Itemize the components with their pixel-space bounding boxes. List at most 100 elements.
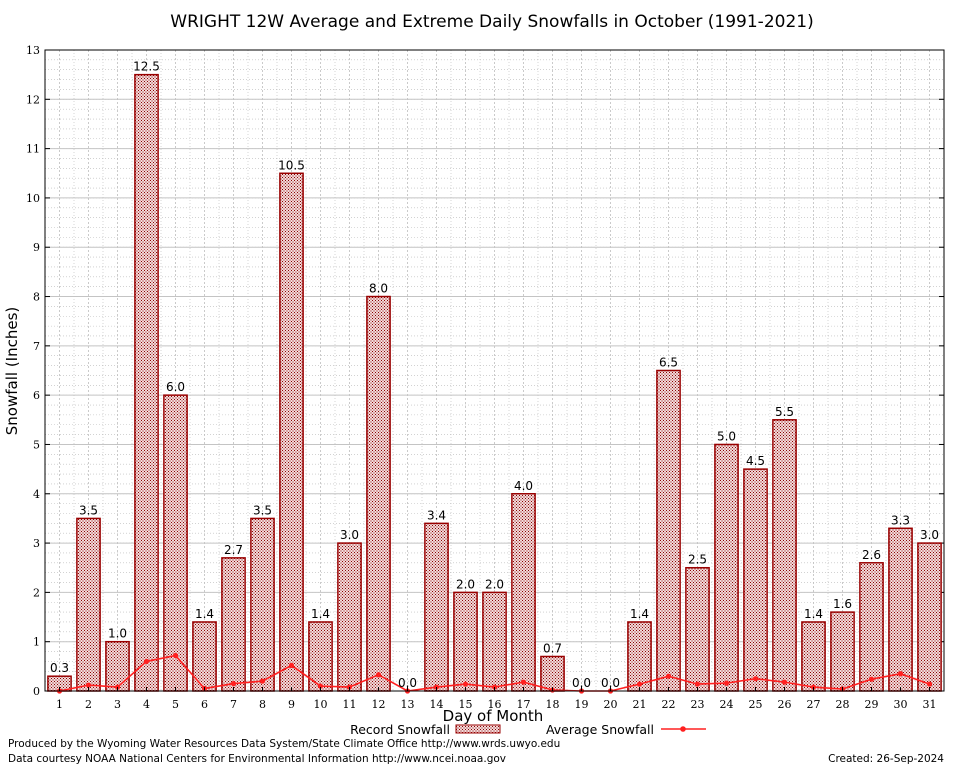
bar-value-label: 8.0 xyxy=(369,282,388,296)
record-bar xyxy=(917,542,942,692)
record-bar xyxy=(134,73,159,692)
record-bar xyxy=(801,621,826,692)
record-bar xyxy=(656,369,681,692)
average-point xyxy=(868,676,875,682)
bar-value-label: 0.0 xyxy=(601,676,620,690)
record-bar xyxy=(76,517,101,692)
record-bar xyxy=(424,522,449,692)
y-axis-label: Snowfall (Inches) xyxy=(3,307,21,435)
y-tick-label: 2 xyxy=(33,586,40,599)
x-tick-label: 21 xyxy=(633,698,647,711)
average-point xyxy=(172,652,179,659)
y-tick-label: 11 xyxy=(26,143,40,156)
x-tick-label: 14 xyxy=(430,698,444,711)
average-point xyxy=(926,681,933,687)
y-tick-label: 1 xyxy=(33,636,40,649)
record-bar xyxy=(743,468,768,692)
y-tick-label: 13 xyxy=(26,44,40,57)
record-bar xyxy=(482,591,507,692)
bar-value-label: 5.5 xyxy=(775,405,794,419)
x-tick-label: 24 xyxy=(720,698,734,711)
record-bar xyxy=(221,557,246,692)
bar-value-label: 4.5 xyxy=(746,454,765,468)
average-point xyxy=(752,676,759,682)
bar-value-label: 3.3 xyxy=(891,513,910,527)
average-point xyxy=(85,682,92,688)
bar-value-label: 5.0 xyxy=(717,429,736,443)
x-tick-label: 25 xyxy=(749,698,763,711)
average-point xyxy=(520,679,527,685)
x-tick-label: 27 xyxy=(807,698,821,711)
average-point xyxy=(375,672,382,678)
legend: Record Snowfall Average Snowfall xyxy=(350,722,706,737)
bar-value-label: 2.0 xyxy=(485,577,504,591)
record-bar xyxy=(685,566,710,692)
bar-value-label: 2.5 xyxy=(688,553,707,567)
created-date: Created: 26-Sep-2024 xyxy=(828,753,944,765)
x-tick-label: 26 xyxy=(778,698,792,711)
y-tick-label: 12 xyxy=(26,93,40,106)
record-bar xyxy=(772,419,797,692)
bar-value-label: 0.3 xyxy=(50,661,69,675)
legend-record-label: Record Snowfall xyxy=(350,722,450,737)
y-tick-label: 7 xyxy=(33,340,40,353)
chart-title: WRIGHT 12W Average and Extreme Daily Sno… xyxy=(170,12,813,32)
bar-value-labels: 0.3 3.5 1.0 12.5 6.0 1.4 2.7 3.5 10.5 1.4 3.0 8.0 0.… xyxy=(50,60,939,690)
x-tick-label: 3 xyxy=(114,698,121,711)
average-point xyxy=(317,683,324,689)
x-tick-label: 23 xyxy=(691,698,705,711)
record-bar xyxy=(453,591,478,692)
average-point xyxy=(723,680,730,686)
record-bar xyxy=(337,542,362,692)
average-point xyxy=(781,679,788,685)
bar-value-label: 0.0 xyxy=(572,676,591,690)
bar-value-label: 2.0 xyxy=(456,577,475,591)
x-tick-label: 15 xyxy=(459,698,473,711)
x-tick-label: 17 xyxy=(517,698,531,711)
credit-line-1: Produced by the Wyoming Water Resources … xyxy=(8,738,561,750)
x-tick-label: 22 xyxy=(662,698,676,711)
average-point xyxy=(897,671,904,677)
record-bar xyxy=(859,562,884,692)
x-tick-labels: 1 2 3 4 5 6 7 8 9 10 11 12 13 14 15 16 17 18 19 20 21 22 23 24 2… xyxy=(56,687,937,711)
x-tick-label: 31 xyxy=(923,698,937,711)
record-bar xyxy=(627,621,652,692)
average-point xyxy=(694,681,701,687)
legend-average-label: Average Snowfall xyxy=(546,722,654,737)
average-point xyxy=(288,662,295,668)
x-tick-label: 12 xyxy=(372,698,386,711)
bar-value-label: 1.4 xyxy=(804,607,823,621)
legend-average-marker xyxy=(680,726,686,732)
y-tick-label: 6 xyxy=(33,389,40,402)
bar-value-label: 6.0 xyxy=(166,380,185,394)
bar-value-label: 6.5 xyxy=(659,356,678,370)
x-tick-label: 19 xyxy=(575,698,589,711)
y-tick-label: 4 xyxy=(33,488,40,501)
record-bar xyxy=(511,493,536,692)
bar-value-label: 1.4 xyxy=(630,607,649,621)
record-bar xyxy=(830,611,855,692)
bar-value-label: 0.7 xyxy=(543,641,562,655)
record-bar xyxy=(888,527,913,692)
x-tick-label: 2 xyxy=(85,698,92,711)
x-tick-label: 1 xyxy=(56,698,63,711)
record-bar xyxy=(279,172,304,692)
x-axis-label: Day of Month xyxy=(443,707,544,725)
x-tick-label: 5 xyxy=(172,698,179,711)
x-tick-label: 11 xyxy=(343,698,357,711)
y-tick-label: 3 xyxy=(33,537,40,550)
y-tick-label: 9 xyxy=(33,241,40,254)
record-bar xyxy=(163,394,188,692)
x-tick-label: 18 xyxy=(546,698,560,711)
bar-value-label: 1.4 xyxy=(311,607,330,621)
average-point xyxy=(636,681,643,687)
average-point xyxy=(462,681,469,687)
record-bar xyxy=(105,640,130,692)
average-point xyxy=(259,678,266,684)
x-tick-label: 13 xyxy=(401,698,415,711)
x-tick-label: 6 xyxy=(201,698,208,711)
bar-value-label: 2.7 xyxy=(224,543,243,557)
record-bar xyxy=(540,655,565,692)
